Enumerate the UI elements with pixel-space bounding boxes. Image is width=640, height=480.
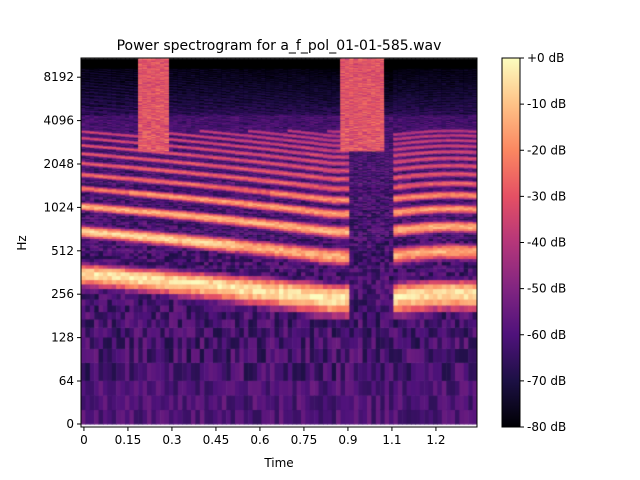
colorbar — [501, 57, 521, 428]
plot-frame — [80, 57, 478, 428]
x-tick-label: 0.9 — [338, 433, 357, 447]
y-tick-label: 128 — [51, 331, 74, 345]
x-axis-label: Time — [263, 456, 293, 470]
x-tick-label: 0.3 — [162, 433, 181, 447]
colorbar-tick-label: -70 dB — [527, 374, 566, 388]
colorbar-tick-label: -60 dB — [527, 328, 566, 342]
colorbar-tick-label: -50 dB — [527, 282, 566, 296]
colorbar-tick-label: -30 dB — [527, 189, 566, 203]
y-tick-label: 0 — [66, 417, 74, 431]
spectrogram-heatmap — [81, 58, 477, 427]
y-tick-label: 64 — [59, 374, 74, 388]
y-tick-label: 8192 — [43, 70, 74, 84]
x-tick-label: 1.1 — [382, 433, 401, 447]
colorbar-tick-label: -40 dB — [527, 236, 566, 250]
x-tick-label: 0.45 — [203, 433, 230, 447]
y-tick-label: 1024 — [43, 200, 74, 214]
x-tick-label: 0 — [80, 433, 88, 447]
y-axis: 0 64 128 256 512 1024 2048 4096 8192 — [43, 70, 81, 431]
y-tick-label: 512 — [51, 244, 74, 258]
colorbar-tick-label: +0 dB — [527, 51, 564, 65]
y-tick-label: 4096 — [43, 114, 74, 128]
x-tick-label: 0.75 — [291, 433, 318, 447]
x-axis: 0 0.15 0.3 0.45 0.6 0.75 0.9 1.1 1.2 — [80, 427, 445, 447]
colorbar-axis: +0 dB -10 dB -20 dB -30 dB -40 dB -50 dB -60 d… — [520, 51, 566, 434]
x-tick-label: 1.2 — [426, 433, 445, 447]
colorbar-tick-label: -80 dB — [527, 420, 566, 434]
x-tick-label: 0.15 — [115, 433, 142, 447]
y-tick-label: 2048 — [43, 157, 74, 171]
x-tick-label: 0.6 — [250, 433, 269, 447]
chart-title: Power spectrogram for a_f_pol_01-01-585.… — [117, 38, 442, 54]
y-axis-label: Hz — [15, 235, 29, 250]
y-tick-label: 256 — [51, 287, 74, 301]
colorbar-tick-label: -10 dB — [527, 97, 566, 111]
colorbar-tick-label: -20 dB — [527, 143, 566, 157]
